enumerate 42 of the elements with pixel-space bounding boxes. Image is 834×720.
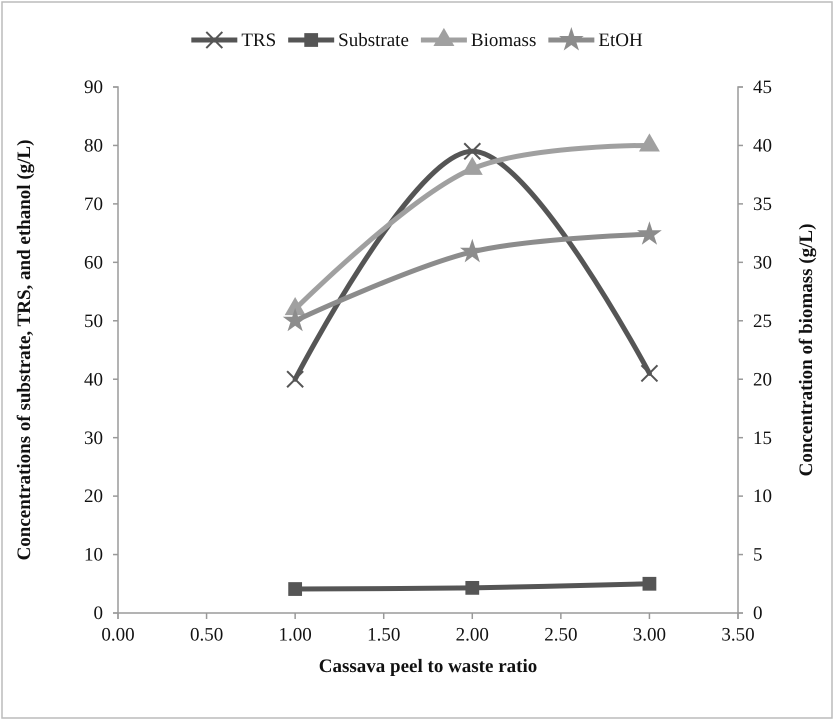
point <box>640 364 658 382</box>
y2-tick-label: 25 <box>753 310 772 332</box>
y-tick-label: 20 <box>84 486 103 508</box>
x-tick-label: 3.50 <box>721 624 755 646</box>
y2-tick-label: 35 <box>753 194 772 215</box>
point <box>463 142 482 160</box>
y-tick-label: 70 <box>84 194 103 215</box>
y2-axis-title: Concentration of biomass (g/L) <box>796 224 817 476</box>
x-tick-label: 2.50 <box>544 624 578 646</box>
y2-tick-label: 30 <box>753 252 772 274</box>
y-tick-label: 50 <box>84 310 103 332</box>
legend-label: Biomass <box>470 30 536 51</box>
point <box>642 576 656 591</box>
y2-tick-label: 45 <box>753 77 772 98</box>
x-tick-label: 0.00 <box>101 624 135 646</box>
legend-label: TRS <box>241 30 276 51</box>
y2-tick-label: 20 <box>753 369 772 390</box>
legend-label: Substrate <box>338 30 409 51</box>
y2-tick-label: 0 <box>753 603 762 624</box>
y-tick-label: 60 <box>84 252 103 274</box>
y2-tick-label: 40 <box>753 136 772 157</box>
point <box>286 370 304 388</box>
y-tick-label: 90 <box>84 77 103 98</box>
y2-tick-label: 15 <box>753 428 772 449</box>
y-tick-label: 80 <box>84 136 103 157</box>
x-tick-label: 0.50 <box>190 624 224 646</box>
y2-tick-label: 5 <box>753 544 762 566</box>
x-tick-label: 3.00 <box>632 624 666 646</box>
point <box>637 221 662 245</box>
x-axis-title: Cassava peel to waste ratio <box>318 656 538 677</box>
x-tick-label: 1.50 <box>367 624 400 646</box>
y-tick-label: 0 <box>94 603 103 624</box>
y-tick-label: 30 <box>84 428 103 449</box>
y-axis-title: Concentrations of substrate, TRS, and ethanol (g/L) <box>14 140 35 560</box>
legend-label: EtOH <box>598 30 643 51</box>
y2-tick-label: 10 <box>753 486 772 508</box>
y-tick-label: 40 <box>84 369 103 390</box>
x-tick-label: 1.00 <box>278 624 312 646</box>
point <box>288 582 302 596</box>
y-tick-label: 10 <box>84 544 103 566</box>
x-tick-label: 2.00 <box>456 624 489 646</box>
point <box>465 580 480 595</box>
